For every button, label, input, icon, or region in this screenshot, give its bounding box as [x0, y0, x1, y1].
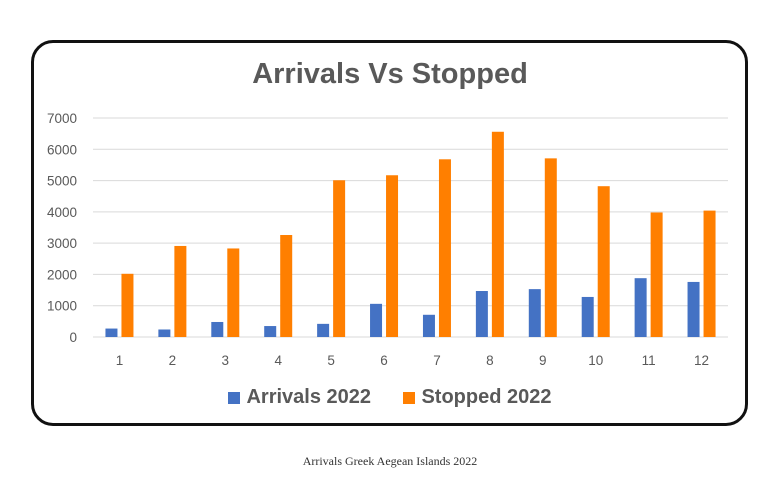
y-tick-label: 3000: [47, 236, 77, 251]
x-tick-label: 7: [433, 353, 441, 368]
bar-arrivals: [634, 278, 647, 337]
x-tick-label: 10: [588, 353, 603, 368]
bar-arrivals: [687, 281, 700, 337]
legend-swatch-stopped: [403, 391, 416, 404]
bar-stopped: [227, 248, 240, 337]
bar-stopped: [121, 273, 134, 337]
bar-stopped: [174, 245, 187, 337]
y-tick-label: 4000: [47, 205, 77, 220]
legend-label-stopped: Stopped 2022: [421, 386, 552, 408]
x-tick-label: 11: [642, 353, 656, 368]
y-tick-label: 2000: [47, 267, 77, 282]
chart-legend: Arrivals 2022 Stopped 2022: [0, 386, 780, 409]
legend-swatch-arrivals: [228, 391, 241, 404]
legend-label-arrivals: Arrivals 2022: [246, 386, 372, 408]
bar-stopped: [544, 158, 557, 337]
x-tick-label: 9: [539, 353, 547, 368]
bar-stopped: [386, 175, 399, 337]
bar-stopped: [597, 186, 610, 337]
bar-arrivals: [422, 314, 435, 337]
bar-arrivals: [264, 326, 277, 337]
x-tick-label: 12: [694, 353, 709, 368]
bar-stopped: [438, 159, 451, 337]
x-tick-label: 3: [222, 353, 230, 368]
bar-arrivals: [211, 321, 224, 337]
y-tick-label: 7000: [47, 111, 77, 126]
bar-stopped: [333, 180, 346, 337]
figure-caption: Arrivals Greek Aegean Islands 2022: [302, 454, 478, 468]
y-tick-label: 1000: [47, 299, 77, 314]
bar-arrivals: [370, 303, 383, 337]
bar-arrivals: [475, 291, 488, 337]
bar-arrivals: [158, 329, 171, 337]
bar-arrivals: [105, 328, 118, 337]
x-tick-label: 6: [380, 353, 388, 368]
legend-item-arrivals: Arrivals 2022: [228, 386, 371, 409]
x-tick-label: 2: [169, 353, 177, 368]
bar-arrivals: [528, 289, 541, 337]
bar-arrivals: [317, 323, 330, 337]
bar-stopped: [491, 131, 504, 337]
bar-stopped: [280, 235, 293, 337]
y-tick-label: 6000: [47, 142, 77, 157]
bar-stopped: [703, 210, 716, 337]
y-tick-label: 0: [69, 330, 77, 345]
legend-item-stopped: Stopped 2022: [403, 386, 552, 409]
x-tick-label: 8: [486, 353, 494, 368]
x-tick-label: 1: [116, 353, 124, 368]
bar-arrivals: [581, 296, 594, 337]
x-tick-label: 5: [327, 353, 335, 368]
bar-stopped: [650, 212, 663, 337]
x-tick-label: 4: [274, 353, 282, 368]
chart-title: Arrivals Vs Stopped: [252, 58, 528, 90]
y-tick-label: 5000: [47, 174, 77, 189]
